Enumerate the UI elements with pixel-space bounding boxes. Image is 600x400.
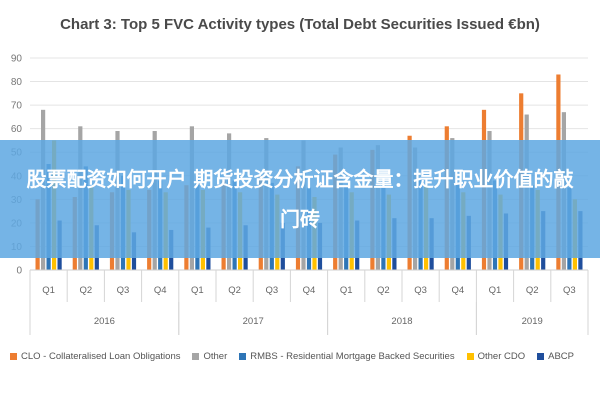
x-tick-label: Q4 — [154, 285, 167, 296]
x-tick-label: Q4 — [303, 285, 316, 296]
y-tick-label: 70 — [11, 101, 23, 112]
y-tick-label: 60 — [11, 124, 23, 135]
x-axis: Q1 Q2 Q3 Q4 Q1 Q2 Q3 Q4 Q1 Q2 Q3 Q4 Q1 Q2 Q3 2016 2017 20… — [29, 269, 589, 335]
legend-label: Other — [203, 351, 228, 362]
x-group-label: 2016 — [94, 316, 115, 327]
x-tick-label: Q4 — [451, 285, 464, 296]
x-tick-label: Q2 — [377, 285, 390, 296]
overlay-banner[interactable]: 股票配资如何开户 期货投资分析证含金量：提升职业价值的敲门砖 — [0, 140, 600, 258]
x-tick-label: Q2 — [79, 285, 92, 296]
y-tick-label: 0 — [16, 266, 22, 277]
chart-legend: CLO - Collateralised Loan Obligations Oth… — [10, 351, 595, 362]
x-tick-label: Q3 — [563, 285, 576, 296]
legend-label: ABCP — [548, 351, 574, 362]
x-tick-label: Q1 — [191, 285, 204, 296]
x-group-label: 2019 — [522, 316, 543, 327]
x-tick-label: Q2 — [228, 285, 241, 296]
x-tick-label: Q3 — [117, 285, 130, 296]
legend-swatch — [192, 353, 200, 360]
legend-swatch — [239, 353, 247, 360]
overlay-headline[interactable]: 股票配资如何开户 期货投资分析证含金量：提升职业价值的敲门砖 — [26, 167, 574, 231]
x-tick-label: Q1 — [340, 285, 353, 296]
x-tick-label: Q1 — [489, 285, 502, 296]
x-tick-label: Q3 — [265, 285, 278, 296]
legend-label: CLO - Collateralised Loan Obligations — [21, 351, 181, 362]
x-tick-label: Q1 — [42, 285, 55, 296]
y-tick-label: 90 — [11, 54, 23, 65]
legend-item: ABCP — [537, 351, 574, 362]
legend-swatch — [10, 353, 17, 360]
x-tick-label: Q2 — [526, 285, 539, 296]
legend-item: Other — [192, 351, 227, 362]
x-group-label: 2018 — [391, 316, 412, 327]
x-group-label: 2017 — [243, 316, 264, 327]
legend-item: RMBS - Residential Mortgage Backed Secur… — [239, 351, 455, 362]
legend-label: Other CDO — [477, 351, 526, 362]
chart-title: Chart 3: Top 5 FVC Activity types (Total… — [60, 16, 540, 33]
y-tick-label: 80 — [11, 77, 23, 88]
legend-item: Other CDO — [466, 351, 526, 362]
legend-item: CLO - Collateralised Loan Obligations — [10, 351, 180, 362]
x-tick-label: Q3 — [414, 285, 427, 296]
legend-swatch — [537, 353, 545, 360]
legend-swatch — [466, 353, 474, 360]
legend-label: RMBS - Residential Mortgage Backed Secur… — [250, 351, 455, 362]
